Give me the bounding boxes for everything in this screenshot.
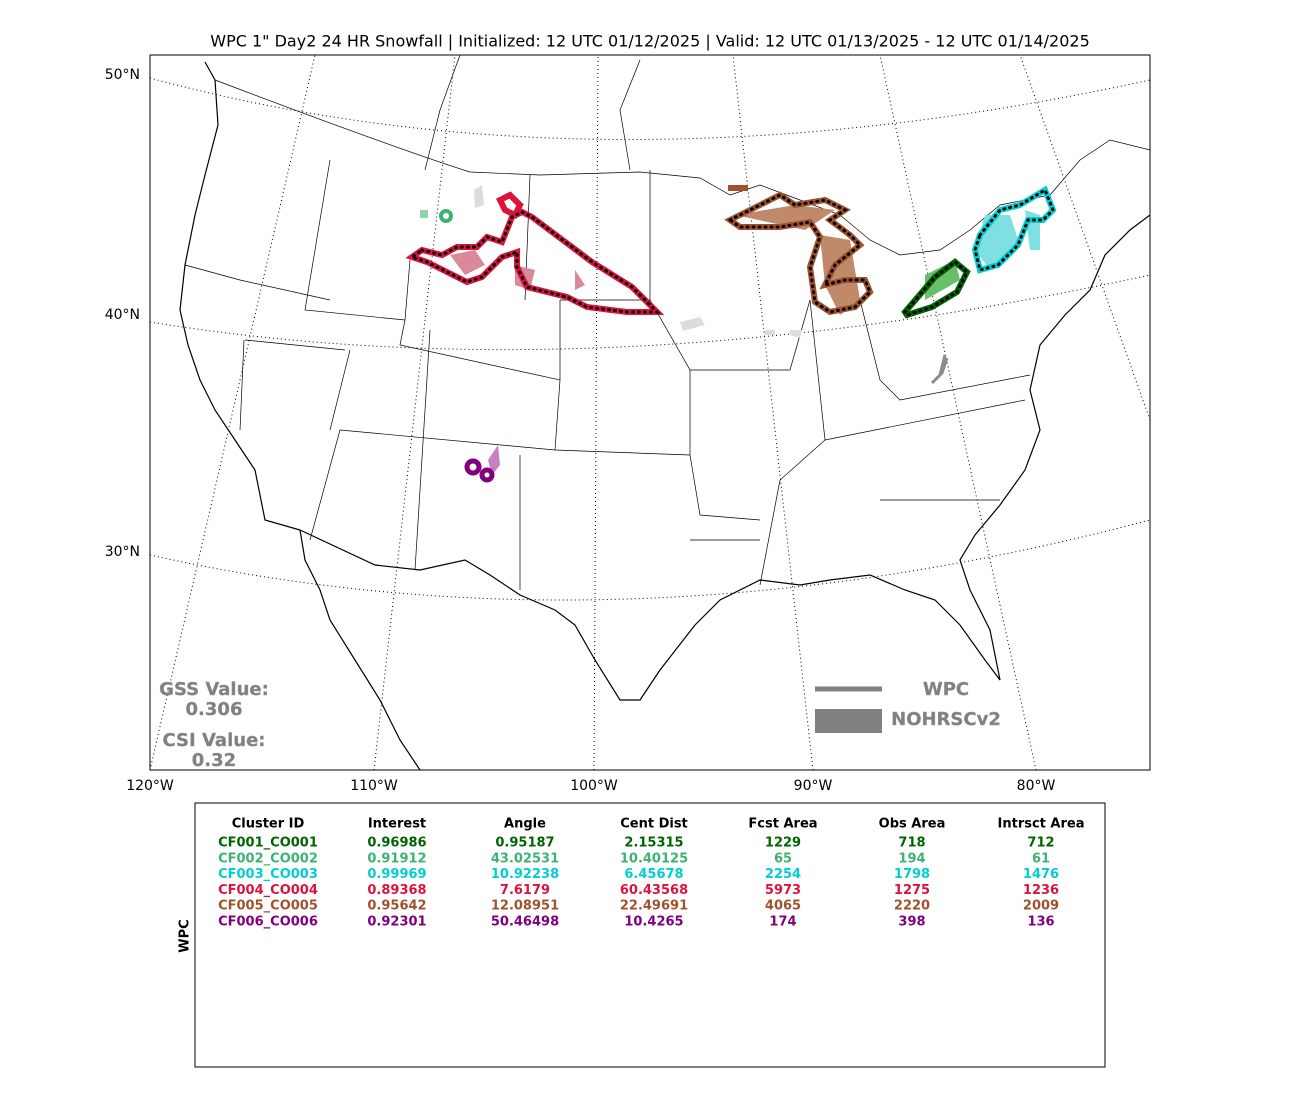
table-cell: 2254 (765, 867, 801, 882)
table-cell: 61 (1032, 851, 1050, 866)
border (304, 159, 1031, 590)
table-cell: 65 (774, 851, 792, 866)
table-cell: 0.96986 (367, 836, 426, 851)
lon-label: 120°W (126, 778, 174, 794)
table-cell: 43.02531 (491, 851, 559, 866)
lon-label: 90°W (794, 778, 833, 794)
table-cell: 174 (769, 915, 796, 930)
csi-value: 0.32 (192, 750, 236, 771)
meridian (1019, 55, 1150, 421)
table-cell: CF004_CO004 (218, 883, 318, 898)
fcst-area (930, 354, 949, 385)
table-cell: 398 (898, 915, 925, 930)
table-cell: 22.49691 (620, 899, 688, 914)
table-cell: 0.99969 (367, 867, 426, 882)
table-cell: 1275 (894, 883, 930, 898)
table-frame (194, 802, 1106, 1068)
gss-label: GSS Value: (159, 679, 269, 700)
column-header: Interest (368, 817, 426, 832)
table-cell: 0.91912 (367, 851, 426, 866)
table-cell: 2220 (894, 899, 930, 914)
column-header: Fcst Area (748, 817, 817, 832)
table-cell: 6.45678 (624, 867, 683, 882)
table-cell: 60.43568 (620, 883, 688, 898)
table-cell: 2009 (1023, 899, 1059, 914)
map-frame (149, 54, 1151, 771)
table-cell: 12.08951 (491, 899, 559, 914)
table-cell: CF006_CO006 (218, 915, 318, 930)
lat-label: 30°N (105, 544, 140, 560)
column-header: Cluster ID (232, 817, 305, 832)
table-cell: 0.89368 (367, 883, 426, 898)
table-cell: 1476 (1023, 867, 1059, 882)
table-cell: 0.95642 (367, 899, 426, 914)
table-cell: 0.95187 (495, 836, 554, 851)
stats-table: WPC Cluster ID Interest Angle Cent Dist Fcst… (178, 802, 1106, 1068)
legend-label: WPC (923, 679, 969, 700)
legend-label: NOHRSCv2 (891, 709, 1001, 730)
table-cell: 10.92238 (491, 867, 559, 882)
table-cell: 0.92301 (367, 915, 426, 930)
csi-label: CSI Value: (163, 730, 266, 751)
table-cell: CF005_CO005 (218, 899, 318, 914)
table-cell: 10.4265 (624, 915, 683, 930)
border (214, 79, 1150, 256)
table-cell: 50.46498 (491, 915, 559, 930)
table-cell: 194 (898, 851, 925, 866)
legend-swatch (815, 709, 882, 733)
table-cell: CF001_CO001 (218, 836, 318, 851)
table-side-label: WPC (178, 919, 193, 952)
fcst-area (405, 185, 1057, 483)
obs-area (925, 260, 960, 300)
table-cell: 5973 (765, 883, 801, 898)
table-cell: 2.15315 (624, 836, 683, 851)
coastline (179, 61, 1150, 770)
parallel (150, 274, 1150, 351)
table-cell: 1229 (765, 836, 801, 851)
table-cell: 136 (1027, 915, 1054, 930)
border (184, 55, 641, 431)
column-header: Intrsct Area (998, 817, 1085, 832)
obs-area (420, 210, 428, 218)
table-cell: CF002_CO002 (218, 851, 318, 866)
table-cell: 7.6179 (500, 883, 550, 898)
parallel (150, 519, 1150, 601)
table-cell: 1798 (894, 867, 930, 882)
table-cell: 1236 (1023, 883, 1059, 898)
lon-label: 80°W (1017, 778, 1056, 794)
column-header: Obs Area (879, 817, 946, 832)
lon-label: 110°W (350, 778, 398, 794)
table-cell: 10.40125 (620, 851, 688, 866)
table-cell: CF003_CO003 (218, 867, 318, 882)
table-cell: 4065 (765, 899, 801, 914)
lon-label: 100°W (570, 778, 618, 794)
map-title: WPC 1" Day2 24 HR Snowfall | Initialized… (210, 32, 1090, 51)
obs-area (735, 205, 860, 315)
table-cell: 718 (898, 836, 925, 851)
obs-area (488, 445, 500, 475)
table-cell: 712 (1027, 836, 1054, 851)
column-header: Cent Dist (620, 817, 688, 832)
gss-value: 0.306 (186, 699, 243, 720)
lat-label: 50°N (105, 67, 140, 83)
lat-label: 40°N (105, 307, 140, 323)
column-header: Angle (504, 817, 546, 832)
map: 50°N 40°N 30°N 120°W 110°W 100°W 90°W 80… (105, 54, 1151, 794)
